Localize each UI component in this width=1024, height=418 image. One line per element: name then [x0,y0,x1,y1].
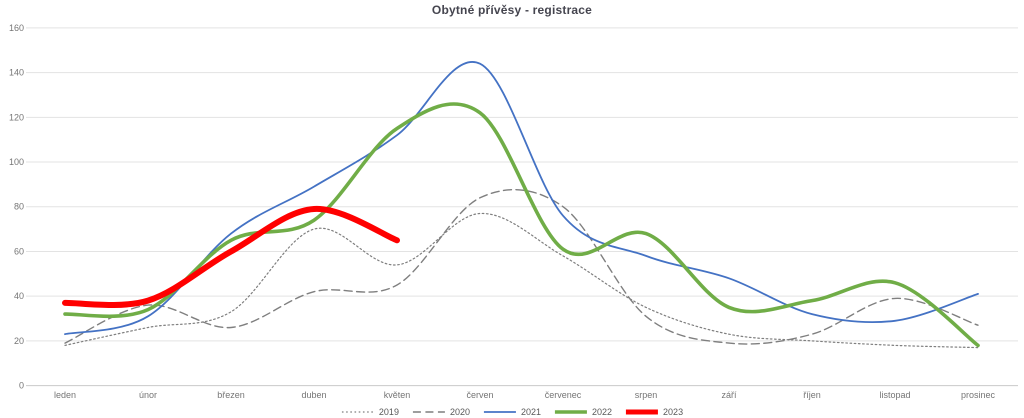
legend-item-2022: 2022 [554,407,612,417]
series-line-2023 [62,205,400,309]
legend-item-2021: 2021 [483,407,541,417]
series-line-2020 [64,188,979,345]
y-axis-tick-80: 80 [14,202,24,212]
x-axis-label-2: únor [139,390,157,400]
legend-line-sample-2021 [483,411,516,413]
series-line-2021 [64,60,979,336]
legend-item-2020: 2020 [412,407,470,417]
x-axis-label-1: leden [54,390,76,400]
legend-label-2023: 2023 [663,407,684,417]
chart-legend: 2019 2020 2021 2022 2023 [341,407,683,417]
y-axis-tick-60: 60 [14,246,24,256]
x-axis-label-7: červenec [545,390,582,400]
y-axis-tick-120: 120 [9,112,24,122]
y-axis-tick-0: 0 [19,381,24,391]
legend-label-2020: 2020 [449,407,470,417]
x-axis-label-3: březen [217,390,245,400]
legend-item-2023: 2023 [625,407,683,417]
legend-item-2019: 2019 [341,407,399,417]
legend-line-sample-2023 [626,409,659,415]
legend-label-2022: 2022 [592,407,613,417]
legend-label-2019: 2019 [378,407,399,417]
x-axis-label-6: červen [466,390,493,400]
x-axis-label-10: říjen [803,390,821,400]
chart-title: Obytné přívěsy - registrace [431,3,593,17]
x-axis-label-8: srpen [635,390,658,400]
legend-line-sample-2020 [412,411,445,413]
y-axis-tick-140: 140 [9,68,24,78]
series-line-2019 [64,212,979,349]
y-axis-tick-20: 20 [14,336,24,346]
x-axis-label-12: prosinec [961,390,996,400]
y-axis-tick-40: 40 [14,291,24,301]
legend-line-sample-2022 [555,410,588,414]
x-axis-label-5: květen [384,390,411,400]
y-axis-tick-160: 160 [9,23,24,33]
x-axis-label-9: září [721,390,737,400]
x-axis-label-4: duben [301,390,326,400]
y-axis-tick-100: 100 [9,157,24,167]
legend-label-2021: 2021 [520,407,542,417]
legend-line-sample-2019 [341,411,374,413]
x-axis-label-11: listopad [879,390,910,400]
series-line-2022 [63,102,980,348]
